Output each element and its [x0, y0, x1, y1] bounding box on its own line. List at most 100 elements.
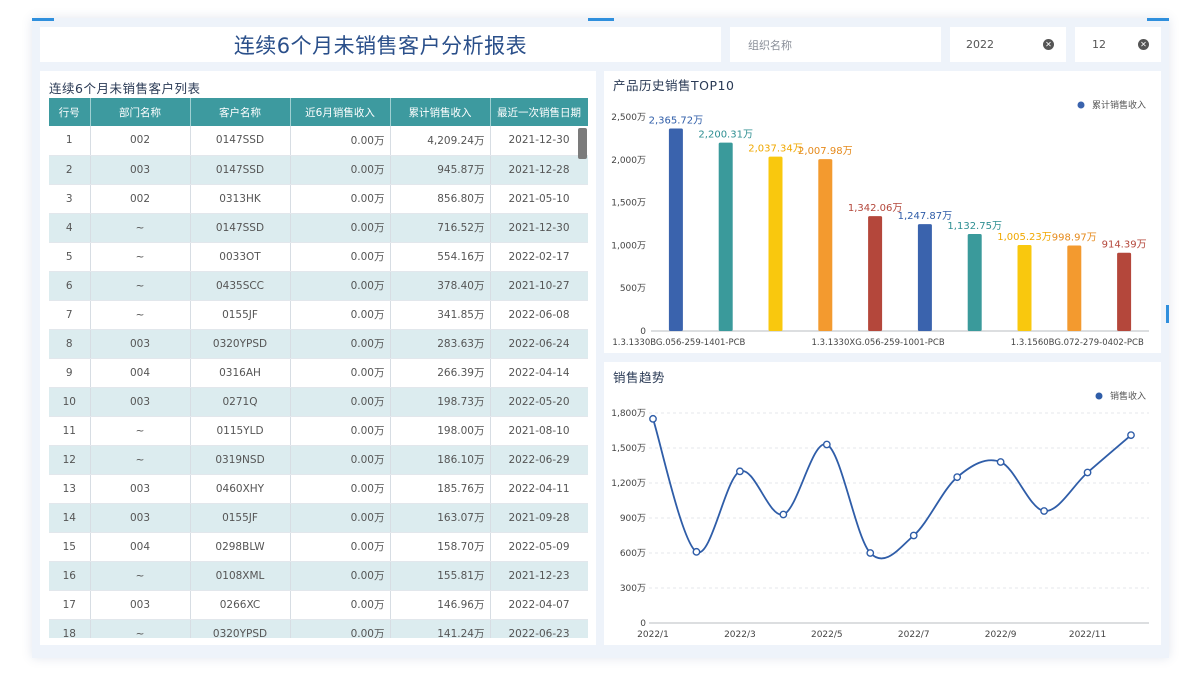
table-row[interactable]: 16 ~0108XML 0.00万 155.81万 2021-12-23 [49, 561, 588, 591]
customer-cell: 0316AH [190, 358, 291, 388]
bar-data-label: 914.39万 [1102, 240, 1147, 251]
data-point[interactable] [822, 440, 831, 449]
last-sale-date-cell: 2021-12-30 [490, 126, 588, 156]
bar-data-label: 2,037.34万 [748, 144, 803, 155]
data-point[interactable] [649, 414, 657, 423]
x-tick-label: 2022/3 [724, 630, 756, 640]
total-sales-cell: 341.85万 [390, 300, 491, 330]
legend-marker[interactable] [1077, 101, 1085, 109]
bar[interactable] [1117, 252, 1132, 331]
legend-label[interactable]: 累计销售收入 [1092, 99, 1146, 111]
table-row[interactable]: 2 003 0147SSD 0.00万 945.87万 2021-12-28 [49, 155, 588, 185]
column-header[interactable]: 最近一次销售日期 [490, 98, 588, 126]
bar[interactable] [917, 224, 932, 331]
table-row[interactable]: 12 ~0319NSD 0.00万 186.10万 2022-06-29 [49, 445, 588, 475]
bar[interactable] [818, 159, 833, 331]
data-point[interactable] [736, 467, 744, 476]
table-row[interactable]: 8 003 0320YPSD 0.00万 283.63万 2022-06-24 [49, 329, 588, 359]
bar[interactable] [1067, 245, 1082, 331]
bar[interactable] [668, 128, 683, 331]
data-point[interactable] [909, 531, 918, 540]
department-cell: ~ [90, 213, 191, 243]
column-header[interactable]: 累计销售收入 [390, 98, 491, 126]
column-header[interactable]: 客户名称 [190, 98, 291, 126]
data-point[interactable] [1040, 507, 1048, 515]
table-row[interactable]: 1 002 0147SSD 0.00万 4,209.24万 2021-12-30 [49, 126, 588, 156]
total-sales-cell: 378.40万 [390, 271, 491, 301]
frame-side-accent [1166, 305, 1169, 323]
table-row[interactable]: 4 ~0147SSD 0.00万 716.52万 2021-12-30 [49, 213, 588, 243]
column-header[interactable]: 近6月销售收入 [290, 98, 391, 126]
table-row[interactable]: 17 003 0266XC 0.00万 146.96万 2022-04-07 [49, 590, 588, 620]
table-row[interactable]: 15 004 0298BLW 0.00万 158.70万 2022-05-09 [49, 532, 588, 562]
data-point[interactable] [692, 547, 701, 556]
table-row[interactable]: 13 003 0460XHY 0.00万 185.76万 2022-04-11 [49, 474, 588, 504]
customer-cell: 0271Q [190, 387, 291, 417]
data-point[interactable] [1127, 431, 1135, 440]
table-row[interactable]: 3 002 0313HK 0.00万 856.80万 2021-05-10 [49, 184, 588, 214]
clear-icon[interactable]: ✕ [1138, 39, 1149, 50]
bar-data-label: 998.97万 [1052, 232, 1097, 243]
y-tick-label: 1,000万 [611, 241, 646, 251]
table-scrollbar[interactable] [578, 128, 587, 159]
table-row[interactable]: 11 ~0115YLD 0.00万 198.00万 2021-08-10 [49, 416, 588, 446]
legend-label[interactable]: 销售收入 [1110, 390, 1146, 402]
data-point[interactable] [866, 549, 875, 557]
data-point[interactable] [996, 458, 1005, 466]
last-sale-date-cell: 2021-12-30 [490, 213, 588, 243]
data-point[interactable] [953, 473, 962, 482]
department-cell: ~ [90, 300, 191, 330]
department-cell: 003 [90, 474, 191, 504]
bar[interactable] [768, 156, 783, 331]
y-tick-label: 600万 [620, 549, 646, 559]
row-number-cell: 2 [49, 155, 91, 185]
table-row[interactable]: 10 003 0271Q 0.00万 198.73万 2022-05-20 [49, 387, 588, 417]
customer-cell: 0320YPSD [190, 329, 291, 359]
sales-series-line[interactable] [652, 418, 1132, 560]
row-number-cell: 17 [49, 590, 91, 620]
bar[interactable] [868, 216, 883, 331]
bar[interactable] [718, 142, 733, 331]
table-row[interactable]: 14 003 0155JF 0.00万 163.07万 2021-09-28 [49, 503, 588, 533]
table-row[interactable]: 6 ~0435SCC 0.00万 378.40万 2021-10-27 [49, 271, 588, 301]
clear-icon[interactable]: ✕ [1043, 39, 1054, 50]
recent-sales-cell: 0.00万 [290, 445, 391, 475]
data-point[interactable] [779, 510, 788, 519]
last-sale-date-cell: 2022-06-24 [490, 329, 588, 359]
table-row[interactable]: 9 004 0316AH 0.00万 266.39万 2022-04-14 [49, 358, 588, 388]
data-point[interactable] [1083, 468, 1092, 477]
last-sale-date-cell: 2022-05-20 [490, 387, 588, 417]
total-sales-cell: 158.70万 [390, 532, 491, 562]
column-header[interactable]: 行号 [49, 98, 91, 126]
last-sale-date-cell: 2021-05-10 [490, 184, 588, 214]
column-header[interactable]: 部门名称 [90, 98, 191, 126]
customer-cell: 0460XHY [190, 474, 291, 504]
year-select[interactable]: 2022 ✕ [950, 27, 1066, 62]
table-row[interactable]: 7 ~0155JF 0.00万 341.85万 2022-06-08 [49, 300, 588, 330]
total-sales-cell: 186.10万 [390, 445, 491, 475]
month-select[interactable]: 12 ✕ [1075, 27, 1161, 62]
customer-cell: 0155JF [190, 300, 291, 330]
table-row[interactable]: 5 ~0033OT 0.00万 554.16万 2022-02-17 [49, 242, 588, 272]
last-sale-date-cell: 2021-08-10 [490, 416, 588, 446]
sales-trend-title: 销售趋势 [613, 370, 665, 385]
bar[interactable] [967, 234, 982, 331]
table-row[interactable]: 18 ~0320YPSD 0.00万 141.24万 2022-06-23 [49, 619, 588, 638]
customer-table-viewport[interactable]: 行号 部门名称 客户名称 近6月销售收入 累计销售收入 最近一次销售日期 1 002 0147… [49, 98, 588, 638]
total-sales-cell: 146.96万 [390, 590, 491, 620]
customer-list-card: 连续6个月未销售客户列表 行号 部门名称 客户名称 近6月销售收入 累计销售收入 最近一次… [40, 71, 596, 645]
bar[interactable] [1017, 244, 1032, 331]
recent-sales-cell: 0.00万 [290, 416, 391, 446]
row-number-cell: 15 [49, 532, 91, 562]
bar-data-label: 2,365.72万 [649, 115, 704, 126]
customer-cell: 0033OT [190, 242, 291, 272]
org-name-select[interactable]: 组织名称 [730, 27, 941, 62]
x-tick-label: 1.3.1330XG.056-259-1001-PCB [812, 338, 945, 348]
department-cell: 003 [90, 155, 191, 185]
last-sale-date-cell: 2022-02-17 [490, 242, 588, 272]
row-number-cell: 4 [49, 213, 91, 243]
department-cell: 003 [90, 503, 191, 533]
legend-marker[interactable] [1095, 392, 1103, 400]
last-sale-date-cell: 2022-05-09 [490, 532, 588, 562]
recent-sales-cell: 0.00万 [290, 300, 391, 330]
